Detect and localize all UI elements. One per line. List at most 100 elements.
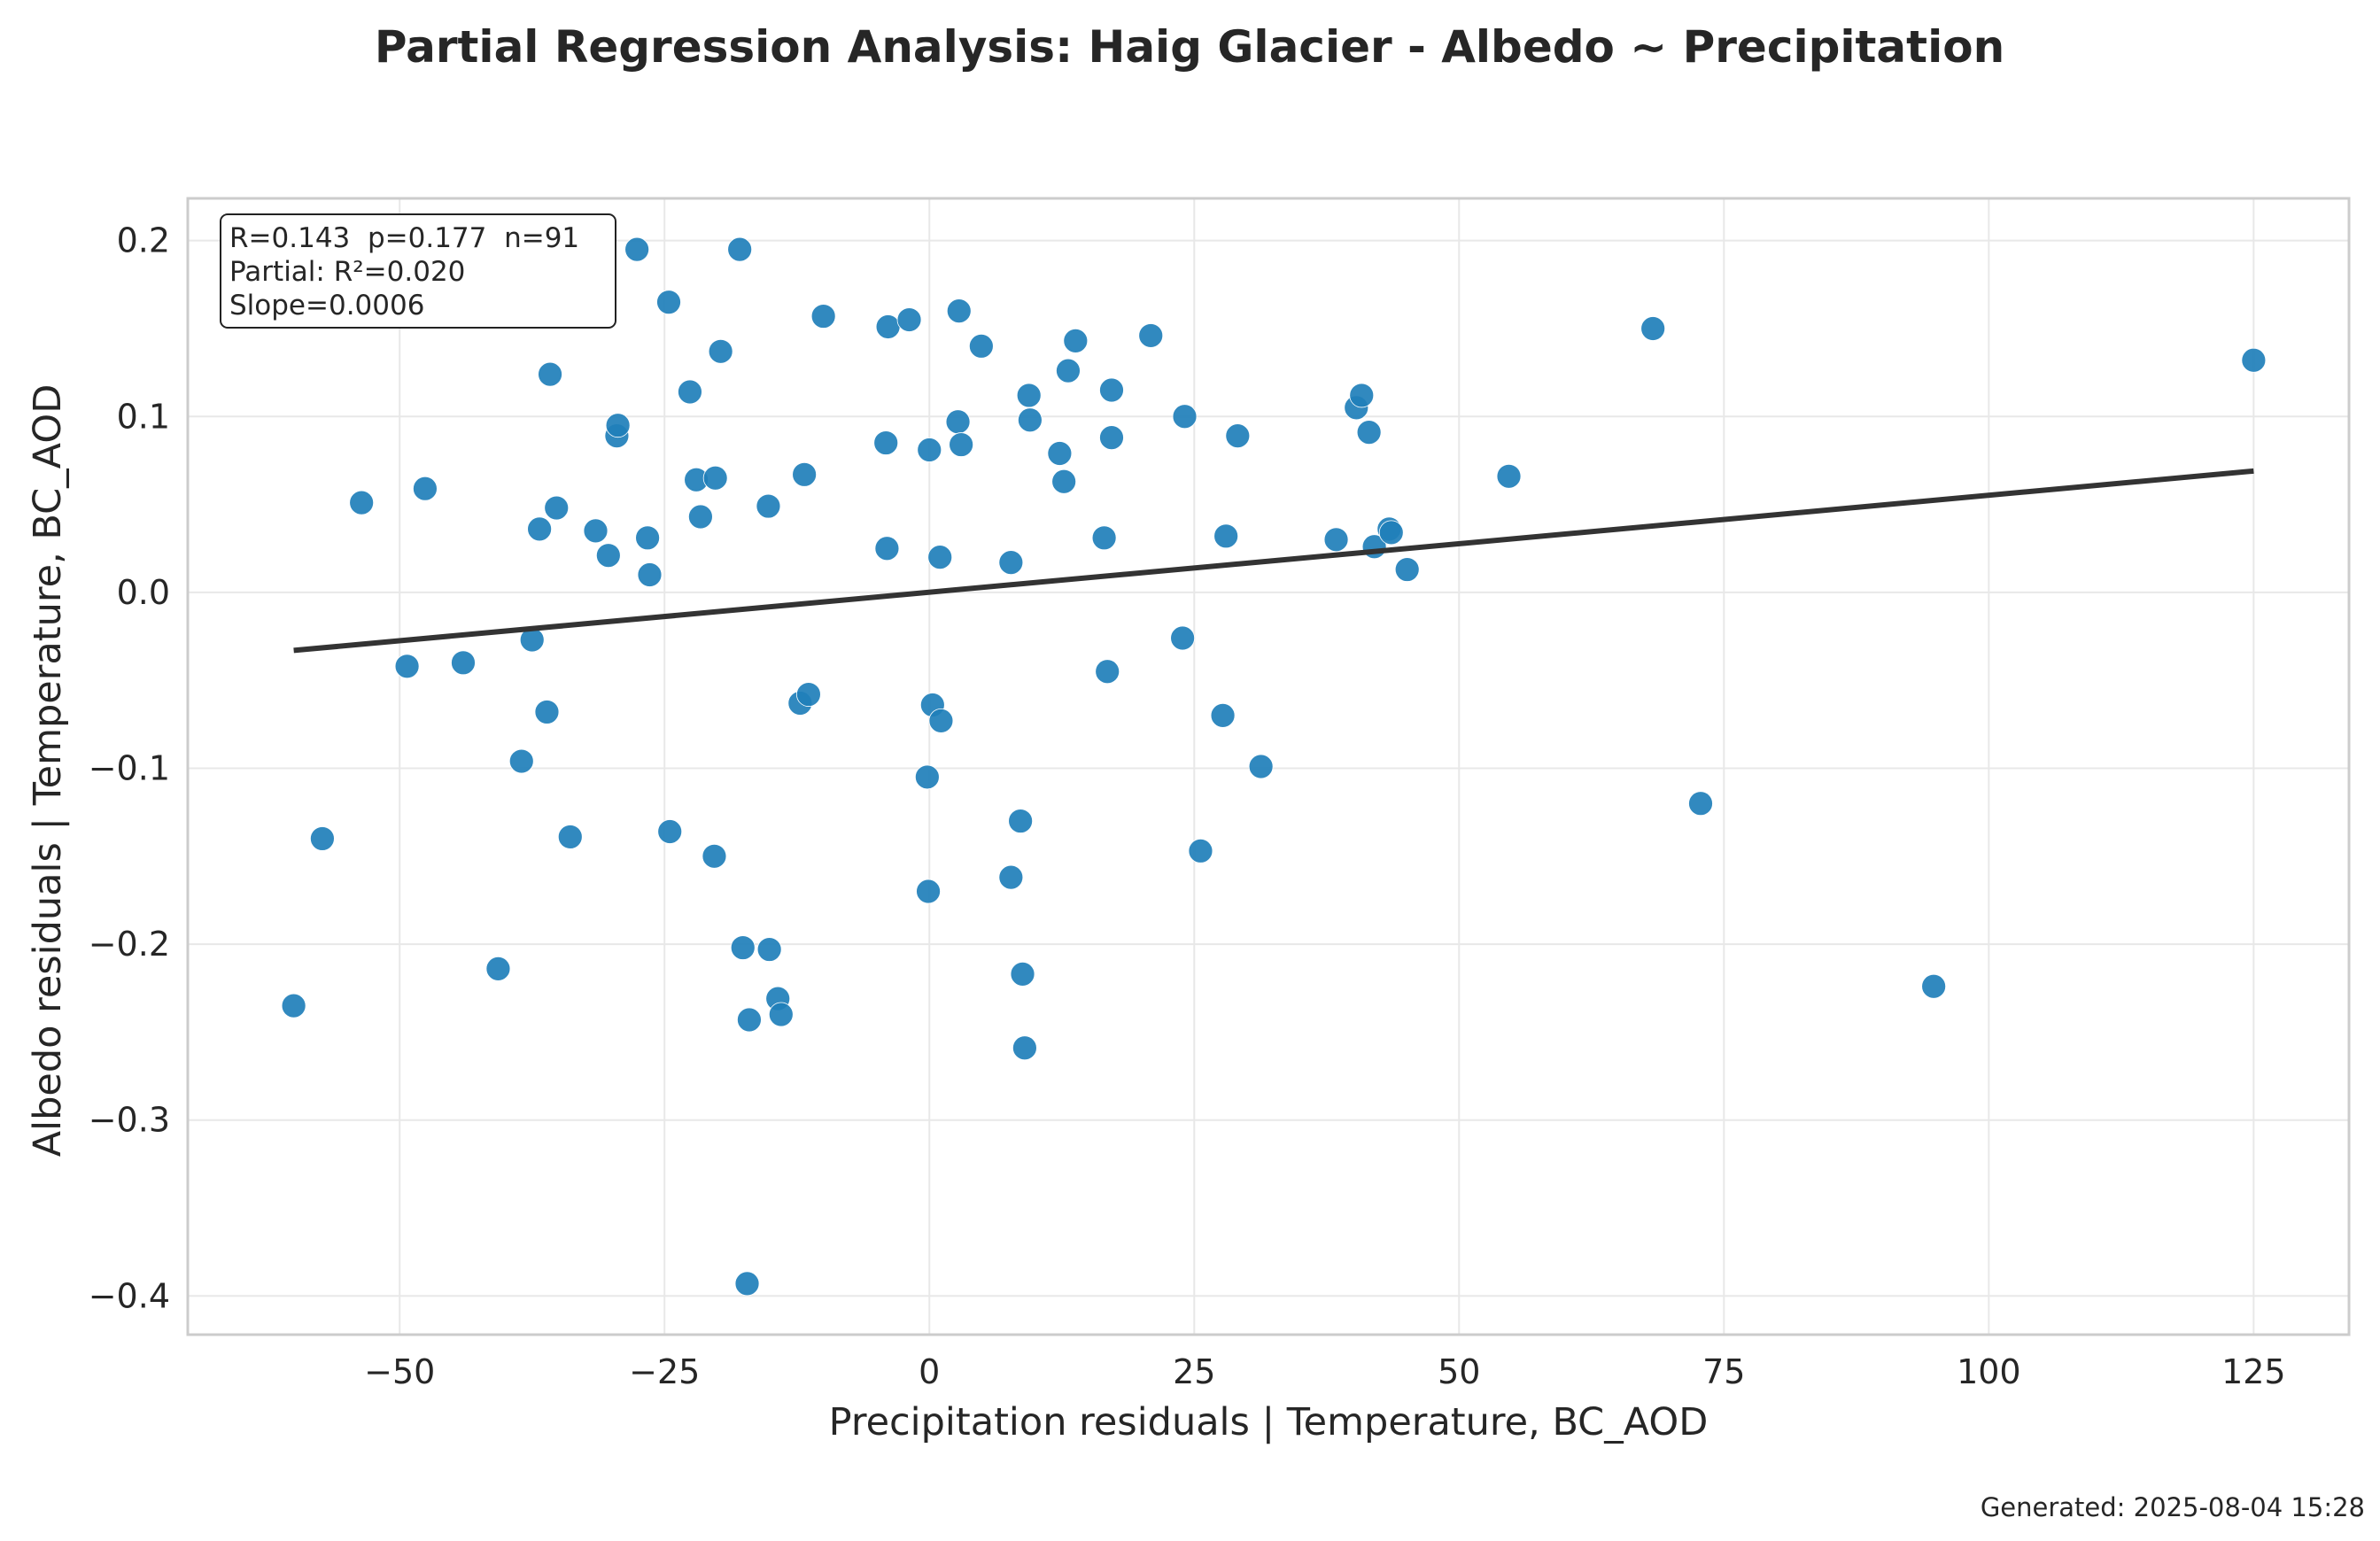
scatter-point (394, 654, 420, 679)
scatter-point (916, 879, 941, 904)
scatter-point (998, 550, 1024, 576)
scatter-point (624, 236, 650, 262)
scatter-point (508, 748, 534, 774)
scatter-point (917, 438, 942, 462)
x-tick-label: 25 (1173, 1352, 1215, 1391)
scatter-point (656, 290, 681, 315)
scatter-point (927, 545, 953, 570)
scatter-point (1356, 420, 1382, 445)
scatter-point (1008, 809, 1034, 833)
scatter-point (756, 493, 781, 519)
y-tick-label: −0.1 (89, 748, 170, 787)
scatter-point (702, 465, 728, 491)
scatter-point (1010, 961, 1035, 987)
scatter-point (1248, 754, 1274, 779)
y-axis-ticks: −0.4 −0.3 −0.2 −0.1 0.0 0.1 0.2 (89, 221, 170, 1316)
scatter-point (544, 495, 570, 521)
scatter-point (945, 409, 971, 435)
scatter-point (657, 819, 683, 844)
scatter-point (796, 682, 821, 707)
scatter-point (1188, 838, 1213, 863)
scatter-point (928, 708, 954, 733)
y-tick-label: 0.1 (117, 397, 170, 436)
scatter-point (768, 1002, 794, 1027)
y-tick-label: 0.0 (117, 573, 170, 612)
scatter-point (968, 333, 994, 359)
scatter-point (1056, 358, 1081, 383)
scatter-point (1172, 404, 1198, 430)
scatter-point (1213, 523, 1239, 549)
gridlines (188, 198, 2349, 1335)
scatter-point (730, 935, 756, 960)
scatter-point (485, 956, 511, 981)
stats-line-correlation: R=0.143 p=0.177 n=91 (229, 222, 579, 254)
scatter-point (1099, 377, 1124, 403)
stats-line-slope: Slope=0.0006 (229, 290, 424, 321)
scatter-point (998, 864, 1024, 890)
scatter-point (1210, 703, 1236, 728)
scatter-point (1378, 520, 1404, 546)
scatter-point (1323, 527, 1349, 553)
x-axis-ticks: −50 −25 0 25 50 75 100 125 (364, 1352, 2286, 1391)
generated-timestamp: Generated: 2025-08-04 15:28 (1981, 1492, 2365, 1522)
y-tick-label: −0.3 (89, 1101, 170, 1140)
x-tick-label: 100 (1957, 1352, 2021, 1391)
plot-area-frame (186, 197, 2351, 1336)
stats-line-partial-r2: Partial: R²=0.020 (229, 256, 465, 288)
scatter-points (281, 236, 2267, 1297)
scatter-point (727, 236, 753, 262)
chart-title: Partial Regression Analysis: Haig Glacie… (375, 21, 2004, 73)
scatter-point (1099, 425, 1124, 451)
scatter-point (635, 525, 660, 551)
x-tick-label: −50 (364, 1352, 435, 1391)
scatter-point (1170, 625, 1196, 651)
x-tick-label: −25 (629, 1352, 700, 1391)
scatter-point (605, 413, 631, 438)
scatter-point (281, 993, 306, 1018)
scatter-point (678, 379, 702, 405)
y-axis-label: Albedo residuals | Temperature, BC_AOD (26, 384, 70, 1158)
scatter-point (527, 516, 552, 542)
scatter-point (702, 843, 727, 869)
scatter-point (557, 825, 583, 849)
y-tick-label: −0.2 (89, 925, 170, 964)
scatter-point (1017, 407, 1043, 433)
scatter-point (2241, 347, 2267, 373)
stats-box-frame (220, 213, 616, 329)
scatter-point (349, 490, 375, 515)
x-tick-label: 75 (1702, 1352, 1745, 1391)
scatter-point (792, 461, 818, 487)
scatter-point (756, 937, 782, 962)
scatter-point (737, 1007, 762, 1033)
x-tick-label: 0 (919, 1352, 940, 1391)
x-axis-label: Precipitation residuals | Temperature, B… (829, 1400, 1709, 1444)
scatter-point (1047, 441, 1073, 466)
scatter-point (708, 338, 733, 364)
regression-line (293, 468, 2254, 654)
scatter-point (1640, 316, 1666, 341)
x-tick-label: 125 (2221, 1352, 2286, 1391)
scatter-point (534, 700, 560, 724)
scatter-point (810, 304, 836, 329)
x-tick-label: 50 (1438, 1352, 1480, 1391)
stats-box: R=0.143 p=0.177 n=91 Partial: R²=0.020 S… (220, 213, 616, 329)
scatter-point (1051, 468, 1077, 494)
scatter-point (949, 432, 974, 457)
scatter-point (1138, 323, 1164, 348)
scatter-point (583, 518, 609, 544)
scatter-point (1063, 328, 1089, 353)
scatter-point (413, 476, 438, 501)
scatter-point (538, 361, 562, 387)
scatter-point (914, 764, 940, 790)
scatter-point (873, 430, 899, 455)
scatter-point (1225, 423, 1251, 449)
y-tick-label: −0.4 (89, 1276, 170, 1315)
scatter-point (1688, 791, 1713, 817)
scatter-point (595, 543, 621, 569)
scatter-point (896, 307, 922, 332)
scatter-point (451, 650, 476, 676)
scatter-point (310, 826, 335, 851)
scatter-point (734, 1271, 760, 1297)
scatter-point (1012, 1035, 1037, 1061)
scatter-point (637, 562, 663, 587)
